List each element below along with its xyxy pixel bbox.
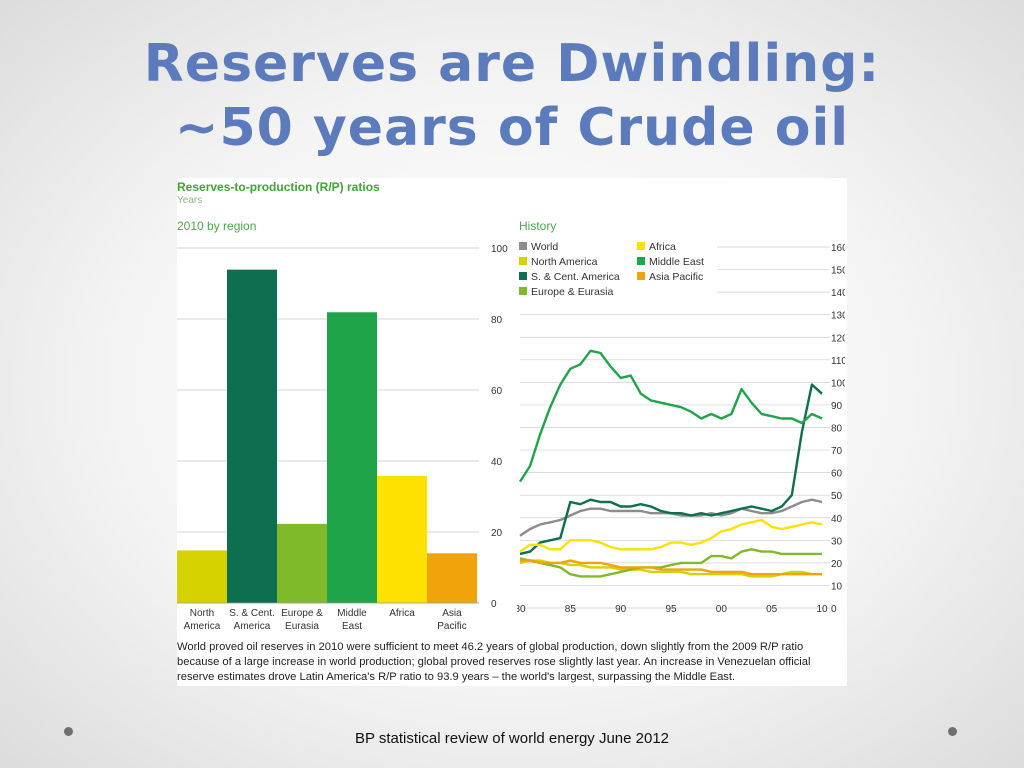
bar-y-tick-label: 80 <box>491 315 503 326</box>
line-y-tick-label: 0 <box>831 604 837 615</box>
line-y-tick-label: 40 <box>831 514 843 525</box>
right-panel-title: History <box>519 219 557 233</box>
line-x-tick-label: 00 <box>716 604 728 615</box>
line-y-tick-label: 50 <box>831 491 843 502</box>
legend-swatch <box>637 272 645 280</box>
line-y-tick-label: 90 <box>831 401 843 412</box>
legend-label: North America <box>531 256 598 268</box>
line-y-tick-label: 100 <box>831 378 845 389</box>
line-y-tick-label: 10 <box>831 581 843 592</box>
series-line <box>520 559 822 576</box>
legend-swatch <box>519 242 527 250</box>
line-y-tick-label: 30 <box>831 536 843 547</box>
legend-label: Europe & Eurasia <box>531 286 613 298</box>
legend-label: World <box>531 241 558 253</box>
bar-category-label: Middle <box>337 608 367 619</box>
figure: Reserves-to-production (R/P) ratios Year… <box>177 178 847 686</box>
line-y-tick-label: 20 <box>831 559 843 570</box>
slide-title: Reserves are Dwindling: ~50 years of Cru… <box>0 32 1024 160</box>
left-panel-title: 2010 by region <box>177 219 257 233</box>
line-x-tick-label: 85 <box>565 604 577 615</box>
bar-category-label: America <box>184 621 221 632</box>
bar-y-tick-label: 20 <box>491 528 503 539</box>
line-y-tick-label: 80 <box>831 424 843 435</box>
bar-category-label: Pacific <box>437 621 466 632</box>
source-footer: BP statistical review of world energy Ju… <box>354 730 670 747</box>
line-y-tick-label: 140 <box>831 288 845 299</box>
line-y-tick-label: 70 <box>831 446 843 457</box>
line-x-tick-label: 90 <box>615 604 627 615</box>
bar <box>277 523 327 603</box>
legend-swatch <box>519 272 527 280</box>
figure-caption: World proved oil reserves in 2010 were s… <box>177 641 811 683</box>
line-x-tick-label: 05 <box>766 604 778 615</box>
bar-category-label: Eurasia <box>285 621 319 632</box>
series-line <box>519 548 822 578</box>
legend-label: Asia Pacific <box>649 271 703 283</box>
line-x-tick-label: 95 <box>665 604 677 615</box>
line-y-tick-label: 120 <box>831 333 845 344</box>
bar-category-label: North <box>190 608 214 619</box>
bar-category-label: America <box>234 621 271 632</box>
series-line <box>519 518 823 553</box>
legend-label: S. & Cent. America <box>531 271 620 283</box>
legend-swatch <box>519 287 527 295</box>
title-line-2: ~50 years of Crude oil <box>174 98 850 158</box>
bar-category-label: Europe & <box>281 608 323 619</box>
bar-chart: 0 20 40 60 80 100 North America S. & Cent. Americ… <box>177 244 508 632</box>
series-line <box>519 383 823 556</box>
bar <box>377 475 427 603</box>
legend-swatch <box>519 257 527 265</box>
bar <box>227 269 277 603</box>
line-y-tick-label: 60 <box>831 469 843 480</box>
figure-title: Reserves-to-production (R/P) ratios <box>177 180 380 194</box>
figure-subtitle: Years <box>177 195 203 206</box>
line-y-tick-label: 130 <box>831 311 845 322</box>
line-y-tick-label: 150 <box>831 266 845 277</box>
line-y-tick-label: 110 <box>831 356 845 367</box>
line-x-tick-label: 10 <box>816 604 828 615</box>
bar <box>177 550 227 603</box>
bar-category-label: S. & Cent. <box>229 608 275 619</box>
nav-dot-right <box>948 727 957 736</box>
line-y-tick-label: 160 <box>831 243 845 254</box>
bar-category-label: Asia <box>442 608 462 619</box>
bar-y-tick-label: 100 <box>491 244 508 255</box>
series-line <box>518 349 823 483</box>
legend-swatch <box>637 257 645 265</box>
bar-category-label: East <box>342 621 362 632</box>
bar-y-tick-label: 40 <box>491 457 503 468</box>
legend-label: Africa <box>649 241 676 253</box>
nav-dot-left <box>64 727 73 736</box>
series-line <box>519 559 822 578</box>
bar-y-tick-label: 0 <box>491 599 497 610</box>
bar-y-tick-label: 60 <box>491 386 503 397</box>
line-x-tick-label: 80 <box>517 604 526 615</box>
bar <box>427 553 477 603</box>
line-chart: 0102030405060708090100110120130140150160… <box>517 241 845 615</box>
legend-label: Middle East <box>649 256 704 268</box>
title-line-1: Reserves are Dwindling: <box>143 34 881 94</box>
legend-swatch <box>637 242 645 250</box>
bar-category-label: Africa <box>389 608 415 619</box>
bar <box>327 312 377 603</box>
